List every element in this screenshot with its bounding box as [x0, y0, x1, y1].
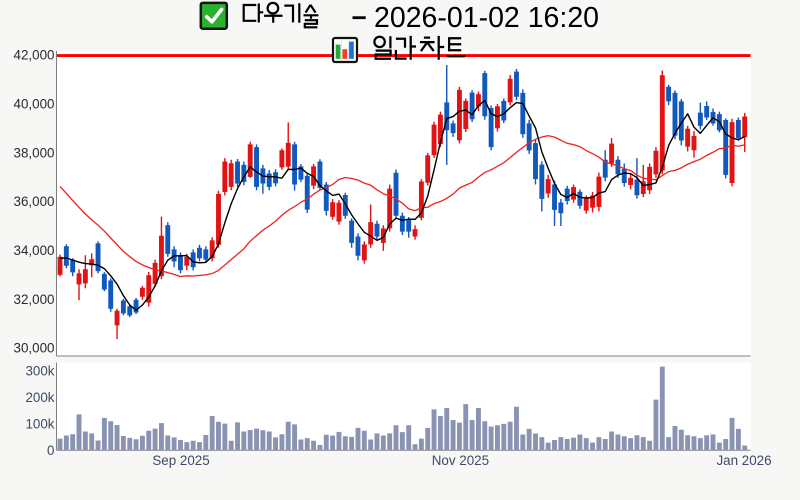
svg-text:34,000: 34,000 [14, 243, 55, 258]
svg-text:100k: 100k [25, 417, 54, 432]
svg-text:Jan 2026: Jan 2026 [716, 453, 771, 468]
svg-text:0: 0 [47, 443, 54, 458]
svg-text:40,000: 40,000 [14, 96, 55, 111]
svg-text:2026-01-02 16:20: 2026-01-02 16:20 [374, 2, 599, 34]
svg-text:32,000: 32,000 [14, 292, 55, 307]
svg-text:200k: 200k [25, 390, 54, 405]
svg-text:42,000: 42,000 [14, 48, 55, 63]
svg-text:Nov 2025: Nov 2025 [432, 453, 489, 468]
svg-text:36,000: 36,000 [14, 194, 55, 209]
svg-text:300k: 300k [25, 364, 54, 379]
svg-text:30,000: 30,000 [14, 341, 55, 356]
svg-text:Sep 2025: Sep 2025 [152, 453, 209, 468]
svg-text:38,000: 38,000 [14, 145, 55, 160]
